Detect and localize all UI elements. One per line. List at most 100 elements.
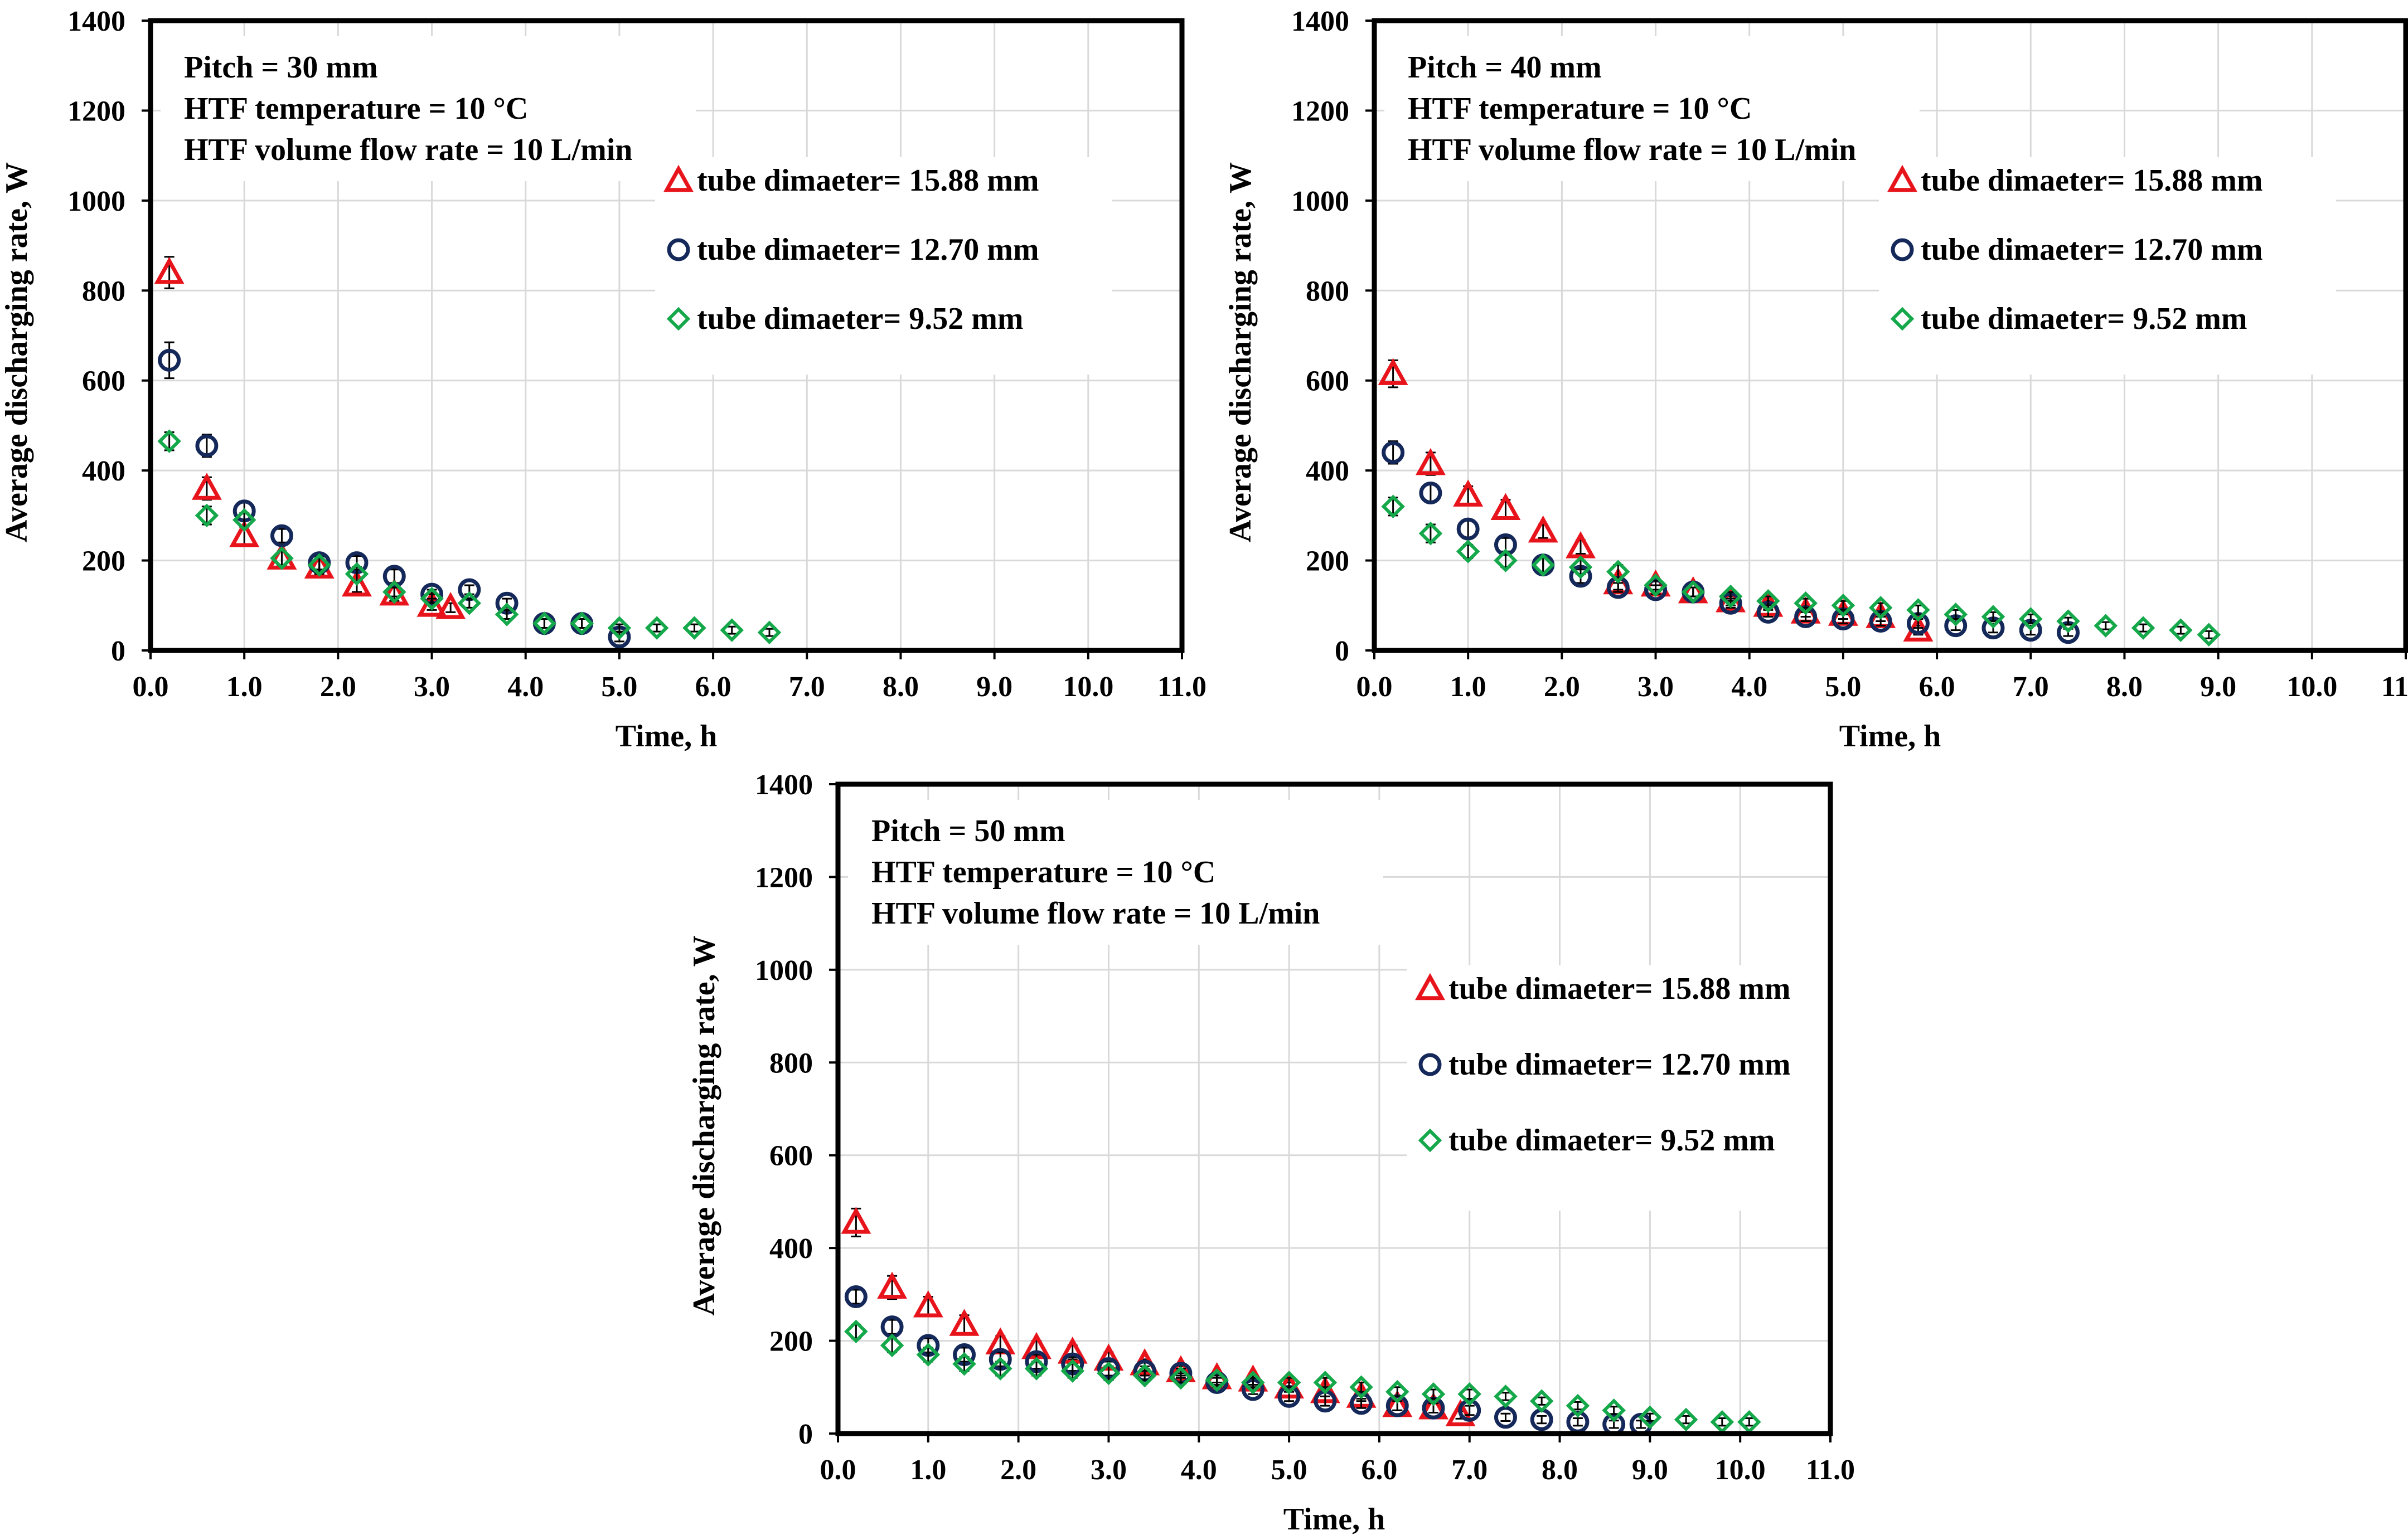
data-point bbox=[1418, 521, 1443, 546]
data-point bbox=[1456, 517, 1480, 541]
x-tick-label: 0.0 bbox=[133, 671, 169, 703]
data-point bbox=[877, 1271, 908, 1299]
data-point bbox=[532, 611, 556, 635]
data-point bbox=[1602, 1398, 1626, 1422]
y-tick-label: 1400 bbox=[1291, 6, 1349, 37]
info-box-background bbox=[1384, 36, 1920, 181]
tick-marks bbox=[1365, 20, 2407, 659]
data-point bbox=[913, 1290, 943, 1318]
data-point bbox=[1381, 494, 1405, 518]
x-tick-label: 1.0 bbox=[910, 1454, 946, 1486]
y-tick-label: 0 bbox=[111, 635, 125, 667]
x-tick-label: 11.0 bbox=[2381, 671, 2408, 703]
x-tick-label: 1.0 bbox=[226, 671, 263, 703]
data-point bbox=[229, 519, 260, 547]
data-point bbox=[916, 1343, 941, 1367]
data-point bbox=[645, 616, 669, 640]
data-point bbox=[757, 620, 782, 644]
legend-label: tube dimaeter= 12.70 mm bbox=[1921, 232, 2263, 267]
y-tick-label: 200 bbox=[82, 546, 125, 577]
x-tick-label: 2.0 bbox=[320, 671, 356, 703]
x-tick-label: 11.0 bbox=[1806, 1454, 1855, 1486]
x-tick-label: 10.0 bbox=[2286, 671, 2337, 703]
legend-label: tube dimaeter= 15.88 mm bbox=[1921, 163, 2263, 198]
y-tick-label: 1000 bbox=[755, 955, 813, 987]
plot-frame bbox=[1372, 18, 2408, 653]
y-axis-title: Average discharging rate, W bbox=[687, 935, 721, 1315]
legend-marker bbox=[1415, 973, 1445, 1000]
data-point bbox=[1350, 1392, 1373, 1415]
x-tick-label: 10.0 bbox=[1715, 1454, 1766, 1486]
x-tick-label: 4.0 bbox=[1181, 1454, 1217, 1486]
y-tick-label: 600 bbox=[769, 1140, 813, 1172]
y-tick-label: 0 bbox=[798, 1418, 813, 1450]
y-tick-label: 200 bbox=[769, 1326, 813, 1358]
data-point bbox=[1378, 358, 1408, 385]
data-point bbox=[2169, 618, 2193, 642]
y-tick-label: 1200 bbox=[755, 862, 813, 893]
tick-labels: 0.0 1.0 2.0 3.0 4.0 5.0 6.0 7.0 8.0 9.0 10.0 11.0 0 2… bbox=[1291, 6, 2408, 703]
y-tick-label: 1000 bbox=[1291, 186, 1349, 217]
data-point bbox=[1606, 560, 1630, 584]
data-point bbox=[952, 1352, 976, 1376]
data-point bbox=[1868, 596, 1893, 620]
data-point bbox=[1349, 1375, 1373, 1400]
x-axis-title: Time, h bbox=[616, 719, 718, 754]
data-point bbox=[1906, 598, 1930, 622]
y-tick-label: 1200 bbox=[1291, 95, 1349, 127]
data-point bbox=[195, 434, 219, 458]
data-point bbox=[1531, 553, 1555, 577]
info-line: HTF temperature = 10 °C bbox=[871, 855, 1215, 890]
x-tick-label: 5.0 bbox=[1825, 671, 1861, 703]
data-point bbox=[1981, 605, 2005, 629]
legend-label: tube dimaeter= 9.52 mm bbox=[697, 302, 1024, 336]
data-point bbox=[1457, 1382, 1481, 1406]
x-tick-label: 7.0 bbox=[1451, 1454, 1488, 1486]
legend-background bbox=[1879, 157, 2336, 375]
legend-label: tube dimaeter= 15.88 mm bbox=[1448, 971, 1791, 1006]
data-point bbox=[342, 569, 372, 597]
x-axis-title: Time, h bbox=[1839, 719, 1941, 754]
data-point bbox=[1132, 1363, 1157, 1388]
x-tick-label: 11.0 bbox=[1157, 671, 1207, 703]
y-tick-label: 1200 bbox=[67, 95, 125, 127]
data-point bbox=[1277, 1371, 1301, 1395]
y-tick-label: 800 bbox=[1306, 275, 1349, 307]
data-point bbox=[1568, 555, 1593, 579]
x-tick-label: 8.0 bbox=[883, 671, 919, 703]
data-point bbox=[1644, 573, 1668, 597]
data-point bbox=[1528, 515, 1558, 543]
data-point bbox=[1756, 589, 1780, 613]
data-point bbox=[1944, 603, 1968, 626]
data-point bbox=[232, 508, 256, 532]
data-point bbox=[1456, 540, 1480, 563]
data-point bbox=[382, 565, 406, 588]
chart-panel-pitch-40: Pitch = 40 mm HTF temperature = 10 °C HTF … bbox=[1223, 6, 2408, 754]
legend-marker bbox=[1891, 238, 1914, 261]
data-point bbox=[1674, 1407, 1698, 1432]
y-tick-label: 400 bbox=[1306, 455, 1349, 487]
data-point bbox=[844, 1285, 868, 1309]
data-point bbox=[880, 1333, 904, 1358]
data-point bbox=[720, 618, 744, 642]
data-point bbox=[844, 1319, 868, 1344]
y-tick-label: 1400 bbox=[67, 6, 125, 37]
data-point bbox=[1385, 1379, 1409, 1404]
data-point bbox=[195, 503, 219, 528]
data-point bbox=[457, 591, 482, 615]
data-point bbox=[1718, 584, 1743, 609]
data-point bbox=[949, 1309, 980, 1336]
info-line: HTF temperature = 10 °C bbox=[1408, 91, 1752, 126]
data-point bbox=[1794, 591, 1818, 615]
legend: tube dimaeter= 15.88 mm tube dimaeter= 12… bbox=[655, 157, 1112, 375]
x-tick-label: 5.0 bbox=[1271, 1454, 1307, 1486]
x-tick-label: 0.0 bbox=[1356, 671, 1393, 703]
plot-frame bbox=[835, 781, 1833, 1436]
y-tick-label: 600 bbox=[1306, 366, 1349, 397]
info-box-background bbox=[848, 800, 1383, 945]
legend: tube dimaeter= 15.88 mm tube dimaeter= 12… bbox=[1407, 965, 1864, 1211]
x-tick-label: 0.0 bbox=[820, 1454, 856, 1486]
data-point bbox=[158, 348, 181, 372]
x-tick-label: 7.0 bbox=[789, 671, 825, 703]
tick-labels: 0.0 1.0 2.0 3.0 4.0 5.0 6.0 7.0 8.0 9.0 10.0 11.0 0 2… bbox=[755, 769, 1855, 1486]
